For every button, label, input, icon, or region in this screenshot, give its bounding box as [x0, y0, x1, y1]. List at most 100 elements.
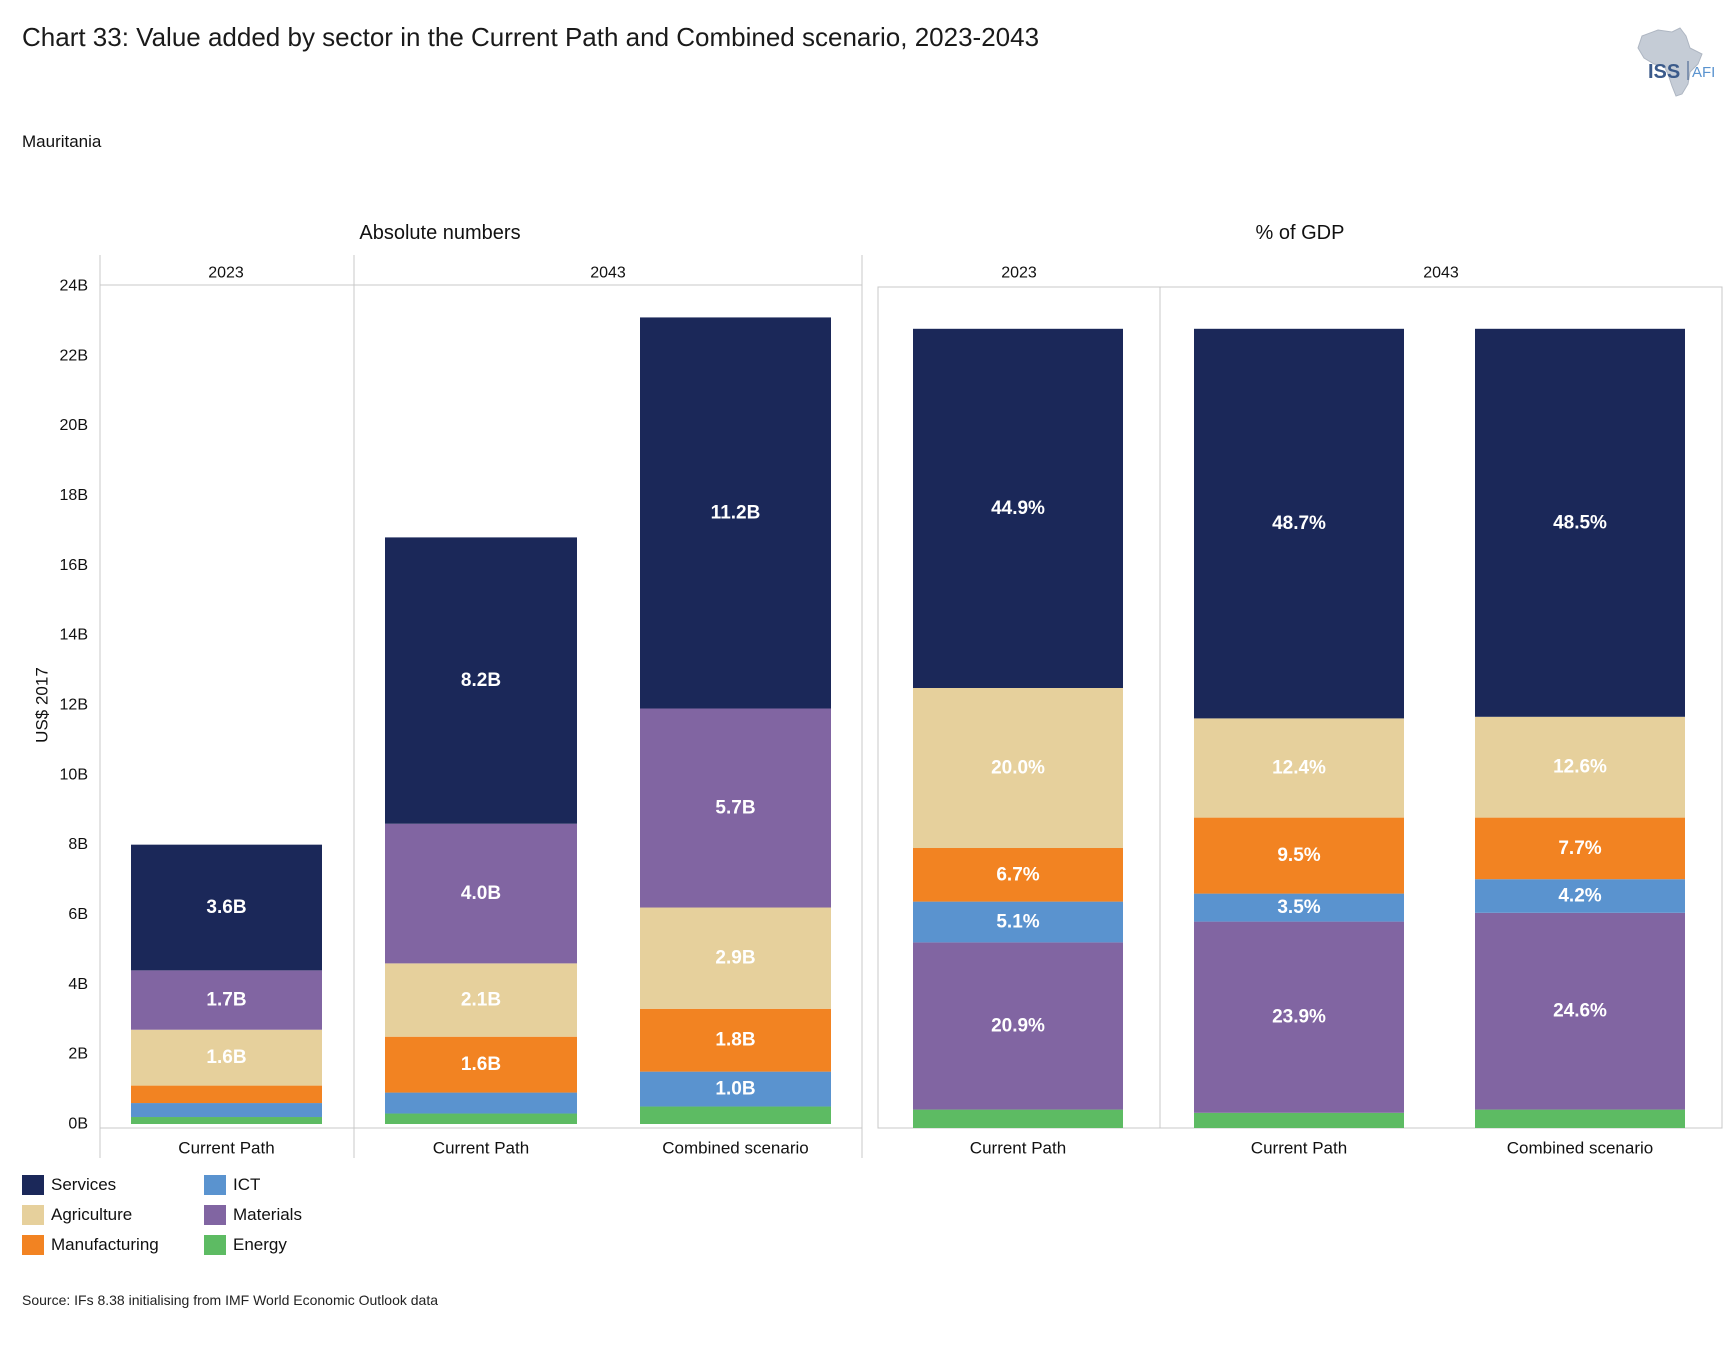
bar-ict	[913, 901, 1123, 943]
data-label-agriculture: 12.6%	[1553, 757, 1607, 778]
legend-label: Agriculture	[51, 1205, 133, 1224]
data-label-services: 3.6B	[206, 897, 246, 918]
bar-manufacturing	[1194, 817, 1404, 894]
source-note: Source: IFs 8.38 initialising from IMF W…	[22, 1292, 439, 1308]
data-label-ict: 1.0B	[715, 1079, 755, 1100]
bar-manufacturing	[913, 848, 1123, 902]
data-label-materials: 24.6%	[1553, 1001, 1607, 1022]
y-axis-title: US$ 2017	[33, 667, 52, 743]
legend-swatch	[22, 1235, 44, 1255]
bar-ict	[640, 1071, 831, 1107]
legend-item-energy: Energy	[204, 1235, 287, 1255]
bar-agriculture	[1475, 716, 1685, 818]
x-category-label: Current Path	[178, 1139, 274, 1158]
data-label-ict: 5.1%	[996, 912, 1039, 933]
data-label-agriculture: 12.4%	[1272, 758, 1326, 779]
data-label-materials: 4.0B	[461, 883, 501, 904]
bar-agriculture	[385, 963, 577, 1037]
chart-title: Chart 33: Value added by sector in the C…	[22, 22, 1040, 52]
y-tick-label: 4B	[68, 976, 88, 993]
bar-agriculture	[131, 1029, 322, 1086]
x-category-label: Combined scenario	[662, 1139, 808, 1158]
bar-services	[131, 844, 322, 971]
legend-item-materials: Materials	[204, 1205, 302, 1225]
bar-manufacturing	[640, 1008, 831, 1072]
legend-item-ict: ICT	[204, 1175, 260, 1195]
bar-agriculture	[640, 907, 831, 1009]
bar-materials	[385, 823, 577, 964]
data-label-agriculture: 20.0%	[991, 758, 1045, 779]
y-tick-label: 14B	[60, 627, 88, 644]
bar-services	[913, 328, 1123, 688]
y-tick-label: 2B	[68, 1046, 88, 1063]
bar-services	[1194, 328, 1404, 719]
bar-ict	[385, 1092, 577, 1114]
legend-swatch	[22, 1205, 44, 1225]
data-label-manufacturing: 9.5%	[1277, 845, 1320, 866]
data-label-services: 44.9%	[991, 498, 1045, 519]
data-label-materials: 5.7B	[715, 798, 755, 819]
bar-manufacturing	[131, 1085, 322, 1104]
bar-energy	[913, 1109, 1123, 1128]
y-tick-label: 22B	[60, 347, 88, 364]
legend-item-services: Services	[22, 1175, 116, 1195]
bar-energy	[385, 1113, 577, 1124]
iss-afi-logo: ISS AFI	[1637, 27, 1715, 97]
bar-energy	[1475, 1109, 1685, 1128]
bar-materials	[1475, 912, 1685, 1110]
data-label-services: 11.2B	[711, 502, 761, 523]
logo-side-text: AFI	[1692, 64, 1715, 81]
legend-label: Energy	[233, 1235, 287, 1254]
bar-energy	[1194, 1112, 1404, 1128]
bar-ict	[131, 1103, 322, 1118]
legend: Services ICT Agriculture Materials Manufactu…	[22, 1175, 382, 1271]
data-label-services: 8.2B	[461, 670, 501, 691]
bar-energy	[131, 1117, 322, 1124]
logo-main-text: ISS	[1648, 61, 1680, 83]
y-tick-label: 6B	[68, 906, 88, 923]
bar-materials	[640, 708, 831, 908]
data-label-ict: 3.5%	[1277, 897, 1320, 918]
y-tick-label: 24B	[60, 278, 88, 295]
bar-services	[385, 537, 577, 824]
bar-ict	[1475, 879, 1685, 913]
bar-manufacturing	[385, 1036, 577, 1093]
bar-energy	[640, 1106, 831, 1124]
year-label-2043-percent: 2043	[1423, 265, 1459, 282]
y-tick-label: 18B	[60, 487, 88, 504]
x-category-label: Combined scenario	[1507, 1139, 1653, 1158]
bar-services	[1475, 328, 1685, 717]
legend-label: Materials	[233, 1205, 302, 1224]
y-tick-label: 16B	[60, 557, 88, 574]
bar-services	[640, 317, 831, 709]
y-tick-label: 8B	[68, 836, 88, 853]
year-label-2023-percent: 2023	[1001, 265, 1037, 282]
data-label-agriculture: 1.6B	[206, 1047, 246, 1068]
x-category-label: Current Path	[970, 1139, 1066, 1158]
legend-label: Services	[51, 1175, 117, 1194]
panel-title-absolute: Absolute numbers	[359, 222, 520, 244]
panel-title-percent: % of GDP	[1256, 222, 1345, 244]
data-label-manufacturing: 1.8B	[715, 1030, 755, 1051]
y-tick-label: 10B	[60, 766, 88, 783]
data-label-manufacturing: 6.7%	[996, 864, 1039, 885]
x-category-label: Current Path	[433, 1139, 529, 1158]
bar-agriculture	[1194, 718, 1404, 818]
bar-materials	[913, 942, 1123, 1110]
legend-label: ICT	[233, 1175, 261, 1194]
bar-ict	[1194, 893, 1404, 922]
legend-swatch	[22, 1175, 44, 1195]
data-label-materials: 1.7B	[206, 990, 246, 1011]
data-label-materials: 20.9%	[991, 1016, 1045, 1037]
bar-materials	[131, 970, 322, 1030]
bar-manufacturing	[1475, 817, 1685, 880]
data-label-ict: 4.2%	[1558, 886, 1601, 907]
data-label-materials: 23.9%	[1272, 1007, 1326, 1028]
legend-label: Manufacturing	[51, 1235, 159, 1254]
data-label-manufacturing: 1.6B	[461, 1054, 501, 1075]
bar-agriculture	[913, 688, 1123, 848]
data-label-agriculture: 2.1B	[461, 990, 501, 1011]
data-label-services: 48.5%	[1553, 512, 1607, 533]
data-label-agriculture: 2.9B	[715, 948, 755, 969]
